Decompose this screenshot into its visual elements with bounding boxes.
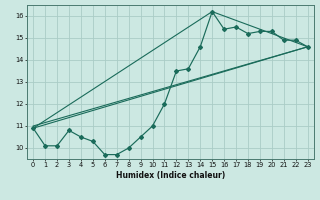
- X-axis label: Humidex (Indice chaleur): Humidex (Indice chaleur): [116, 171, 225, 180]
